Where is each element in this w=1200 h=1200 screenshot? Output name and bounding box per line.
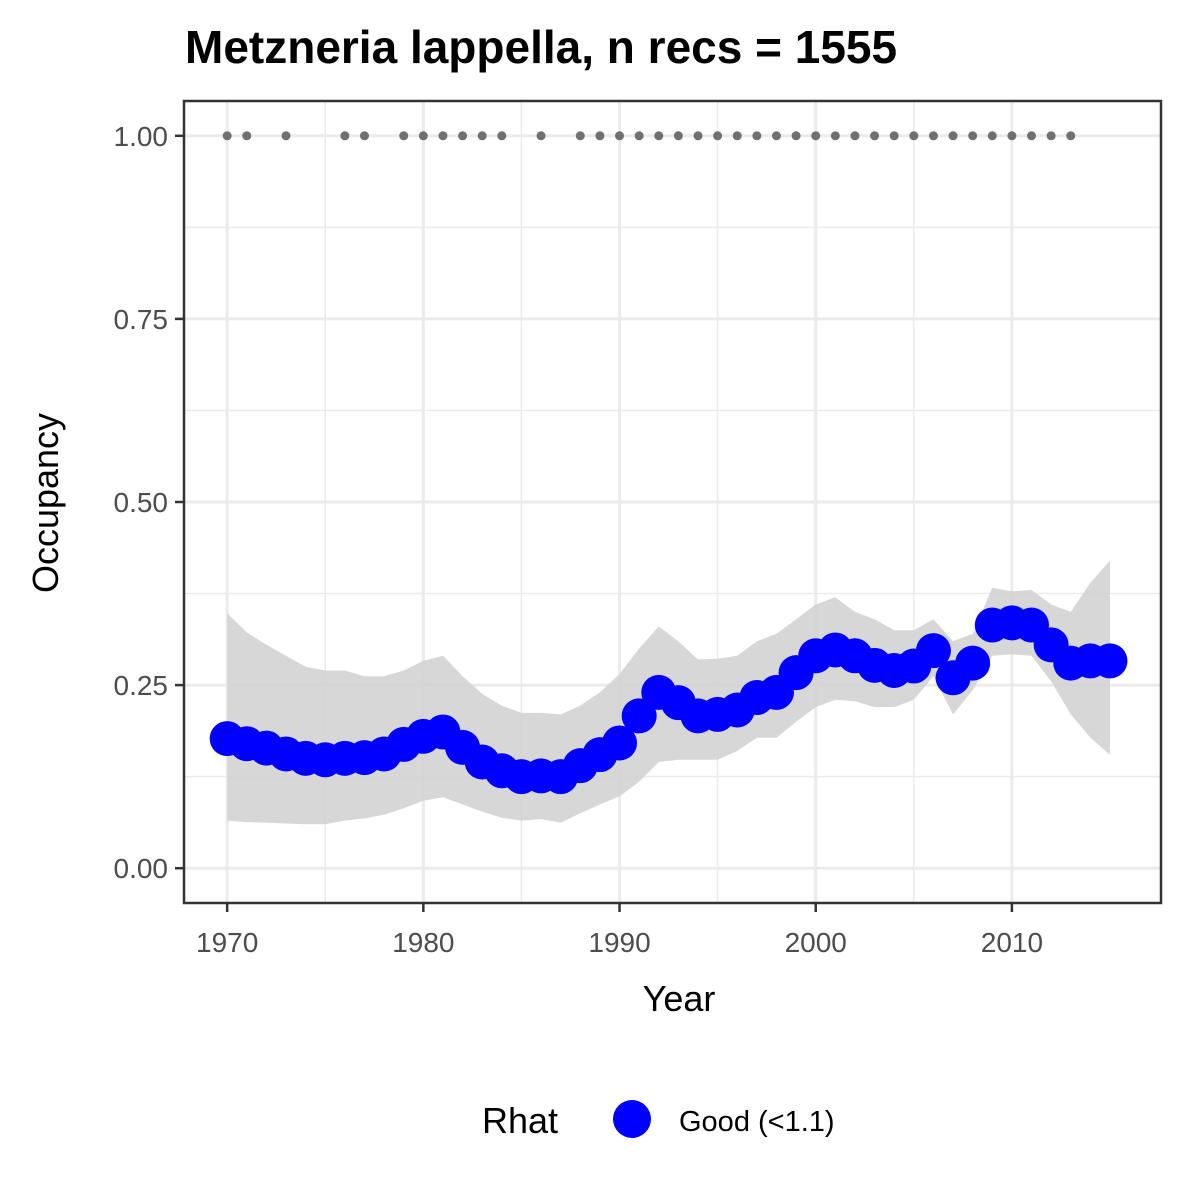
record-point bbox=[634, 131, 644, 141]
record-point bbox=[1007, 131, 1017, 141]
record-point bbox=[870, 131, 880, 141]
record-point bbox=[968, 131, 978, 141]
record-point bbox=[693, 131, 703, 141]
record-point bbox=[948, 131, 958, 141]
occupancy-point bbox=[602, 725, 638, 761]
record-point bbox=[830, 131, 840, 141]
x-tick-label: 2010 bbox=[981, 927, 1043, 958]
legend: Rhat Good (<1.1) bbox=[482, 1100, 835, 1141]
record-points bbox=[222, 131, 1076, 141]
occupancy-point bbox=[621, 698, 657, 734]
record-point bbox=[654, 131, 664, 141]
y-tick-label: 0.25 bbox=[114, 670, 169, 701]
record-point bbox=[850, 131, 860, 141]
record-point bbox=[359, 131, 369, 141]
y-axis-title: Occupancy bbox=[25, 413, 66, 593]
occupancy-point bbox=[955, 645, 991, 681]
record-point bbox=[791, 131, 801, 141]
record-point bbox=[889, 131, 899, 141]
y-tick-label: 0.00 bbox=[114, 853, 169, 884]
chart-title: Metzneria lappella, n recs = 1555 bbox=[185, 21, 897, 73]
record-point bbox=[909, 131, 919, 141]
record-point bbox=[752, 131, 762, 141]
x-tick-label: 1970 bbox=[196, 927, 258, 958]
record-point bbox=[673, 131, 683, 141]
x-tick-label: 2000 bbox=[785, 927, 847, 958]
record-point bbox=[732, 131, 742, 141]
record-point bbox=[222, 131, 232, 141]
record-point bbox=[713, 131, 723, 141]
record-point bbox=[458, 131, 468, 141]
record-point bbox=[928, 131, 938, 141]
record-point bbox=[418, 131, 428, 141]
legend-label-good: Good (<1.1) bbox=[679, 1106, 835, 1138]
y-tick-label: 0.50 bbox=[114, 487, 169, 518]
record-point bbox=[340, 131, 350, 141]
record-point bbox=[595, 131, 605, 141]
occupancy-point bbox=[915, 633, 951, 669]
record-point bbox=[1027, 131, 1037, 141]
record-point bbox=[438, 131, 448, 141]
y-tick-label: 0.75 bbox=[114, 304, 169, 335]
record-point bbox=[771, 131, 781, 141]
record-point bbox=[281, 131, 291, 141]
y-axis: 0.00 0.25 0.50 0.75 1.00 bbox=[114, 121, 184, 884]
series-points bbox=[209, 605, 1128, 795]
record-point bbox=[1066, 131, 1076, 141]
x-axis: 1970 1980 1990 2000 2010 bbox=[196, 903, 1043, 958]
plot-panel bbox=[182, 99, 1163, 905]
occupancy-point bbox=[1092, 643, 1128, 679]
y-tick-label: 1.00 bbox=[114, 121, 169, 152]
record-point bbox=[615, 131, 625, 141]
record-point bbox=[399, 131, 409, 141]
x-tick-label: 1980 bbox=[392, 927, 454, 958]
record-point bbox=[477, 131, 487, 141]
record-point bbox=[497, 131, 507, 141]
record-point bbox=[242, 131, 252, 141]
record-point bbox=[811, 131, 821, 141]
legend-title: Rhat bbox=[482, 1100, 558, 1141]
legend-key-good bbox=[613, 1100, 651, 1138]
x-tick-label: 1990 bbox=[588, 927, 650, 958]
x-axis-title: Year bbox=[643, 978, 716, 1019]
record-point bbox=[536, 131, 546, 141]
record-point bbox=[1046, 131, 1056, 141]
record-point bbox=[575, 131, 585, 141]
record-point bbox=[987, 131, 997, 141]
